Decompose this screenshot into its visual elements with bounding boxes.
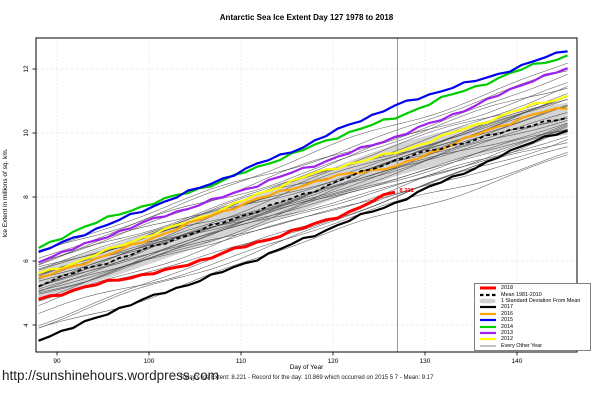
x-tick-label: 140 (512, 358, 523, 365)
other-year-line (38, 73, 568, 262)
other-year-line (38, 125, 568, 291)
other-year-line (38, 142, 568, 294)
y-tick-label: 8 (23, 195, 30, 199)
legend-item: 2012 (479, 336, 590, 342)
plot-border (35, 37, 578, 353)
legend-item-label: 1 Standard Deviation From Mean (501, 298, 581, 305)
legend-item-label: Mean 1981-2010 (501, 291, 542, 298)
series-2016 (38, 107, 568, 279)
legend-item-label: 2017 (501, 304, 513, 311)
series-2012 (38, 94, 569, 275)
x-axis-label: Day of Year (289, 364, 324, 371)
other-year-line (38, 152, 568, 314)
legend-item-label: 2013 (501, 329, 513, 336)
legend-item-label: 2016 (501, 310, 513, 317)
legend-swatch-line (480, 345, 496, 346)
legend-item: 2016 (479, 311, 590, 317)
legend-item: Mean 1981-2010 (479, 292, 590, 298)
site-url: http://sunshinehours.wordpress.com (2, 368, 219, 383)
chart-caption: Today's Ice Extent: 8.221 - Record for t… (179, 375, 434, 381)
other-year-line (38, 104, 568, 288)
other-year-line (38, 104, 568, 295)
other-year-line (38, 87, 568, 259)
legend-item: 2015 (479, 317, 590, 323)
legend-swatch-line (480, 319, 496, 322)
legend-item-label: 2012 (501, 336, 513, 343)
other-year-line (38, 129, 568, 326)
other-year-line (38, 116, 568, 287)
legend-swatch-line (480, 331, 496, 334)
other-year-line (38, 96, 568, 280)
legend-item: 1 Standard Deviation From Mean (479, 298, 590, 304)
legend-item: 2013 (479, 330, 590, 336)
other-year-line (38, 99, 568, 292)
y-tick-label: 10 (23, 129, 30, 137)
x-tick-label: 100 (144, 358, 155, 365)
chart-title: Antarctic Sea Ice Extent Day 127 1978 to… (219, 13, 394, 22)
legend-item-label: 2014 (501, 323, 513, 330)
legend-swatch-line (480, 306, 496, 309)
y-tick-label: 4 (23, 323, 30, 327)
y-tick-label: 12 (23, 65, 30, 73)
series-2018 (38, 190, 396, 301)
legend-item-label: 2018 (501, 285, 513, 292)
series-2014 (38, 54, 569, 249)
legend-swatch-band (479, 298, 496, 304)
y-axis-label: Ice Extent in millions of sq. km. (2, 148, 9, 238)
x-tick-label: 130 (420, 358, 431, 365)
legend-item-label: Every Other Year (501, 342, 543, 349)
legend-swatch-line (480, 312, 496, 315)
other-year-line (38, 123, 568, 287)
legend-swatch-line (480, 325, 496, 328)
other-year-line (38, 96, 568, 270)
x-tick-label: 120 (328, 358, 339, 365)
other-year-line (38, 70, 568, 254)
other-year-line (38, 112, 568, 276)
today-extent-label: 8.221 (399, 188, 414, 194)
other-year-line (38, 126, 568, 302)
y-tick-label: 6 (23, 259, 30, 263)
series-2015 (38, 50, 568, 253)
legend-item: Every Other Year (479, 343, 590, 349)
series-2013 (38, 67, 569, 264)
x-tick-label: 90 (53, 358, 61, 365)
legend-swatch-dashed (480, 293, 496, 296)
other-year-line (38, 82, 568, 265)
legend-item: 2017 (479, 304, 590, 310)
series-mean-1981-2010 (38, 117, 568, 288)
series-2017 (38, 129, 568, 342)
legend-box: 2018 Mean 1981-2010 1 Standard Deviation F… (474, 283, 591, 351)
legend-item-label: 2015 (501, 317, 513, 324)
x-tick-label: 110 (236, 358, 247, 365)
legend-swatch-line (480, 338, 496, 341)
legend-swatch-line (480, 286, 496, 290)
other-year-line (38, 62, 568, 251)
legend-item: 2018 (479, 285, 590, 291)
legend-item: 2014 (479, 324, 590, 330)
